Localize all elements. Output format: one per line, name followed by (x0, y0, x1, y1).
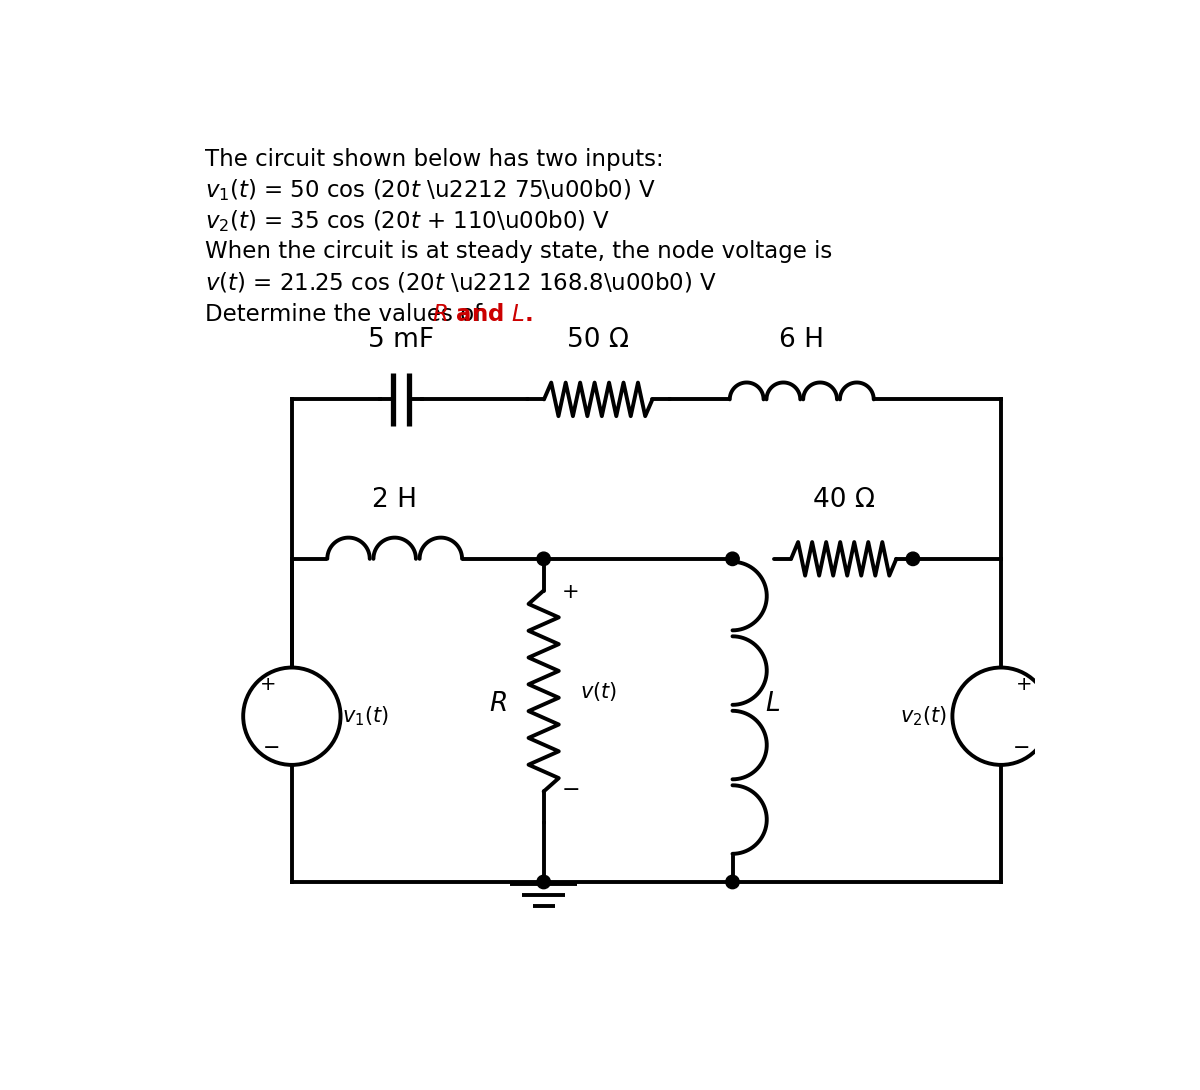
Text: $v_1(t)$: $v_1(t)$ (342, 704, 389, 728)
Text: When the circuit is at steady state, the node voltage is: When the circuit is at steady state, the… (205, 240, 833, 263)
Circle shape (726, 875, 739, 888)
Circle shape (906, 553, 919, 566)
Text: Determine the values of: Determine the values of (205, 303, 490, 326)
Text: $R$: $R$ (488, 691, 506, 716)
Text: $v_1(t)$ = 50 cos (20$t$ \u2212 75\u00b0) V: $v_1(t)$ = 50 cos (20$t$ \u2212 75\u00b0… (205, 177, 656, 203)
Text: $L$: $L$ (766, 691, 780, 716)
Text: $v_2(t)$ = 35 cos (20$t$ + 110\u00b0) V: $v_2(t)$ = 35 cos (20$t$ + 110\u00b0) V (205, 208, 611, 234)
Text: −: − (562, 779, 580, 800)
Text: 40 Ω: 40 Ω (812, 486, 875, 512)
Text: +: + (1016, 675, 1033, 694)
Circle shape (536, 553, 551, 566)
Text: 6 H: 6 H (779, 327, 824, 353)
Text: +: + (260, 675, 277, 694)
Text: $v(t)$: $v(t)$ (580, 679, 617, 703)
Text: $v_2(t)$: $v_2(t)$ (900, 704, 947, 728)
Text: $R$ and $L$.: $R$ and $L$. (432, 303, 533, 326)
Text: 2 H: 2 H (372, 486, 418, 512)
Text: −: − (263, 738, 281, 759)
Text: $v(t)$ = 21.25 cos (20$t$ \u2212 168.8\u00b0) V: $v(t)$ = 21.25 cos (20$t$ \u2212 168.8\u… (205, 271, 718, 295)
Circle shape (536, 875, 551, 888)
Circle shape (726, 553, 739, 566)
Text: −: − (1013, 738, 1030, 759)
Text: +: + (562, 582, 580, 603)
Text: 50 Ω: 50 Ω (568, 327, 629, 353)
Text: The circuit shown below has two inputs:: The circuit shown below has two inputs: (205, 147, 664, 171)
Text: 5 mF: 5 mF (368, 327, 434, 353)
